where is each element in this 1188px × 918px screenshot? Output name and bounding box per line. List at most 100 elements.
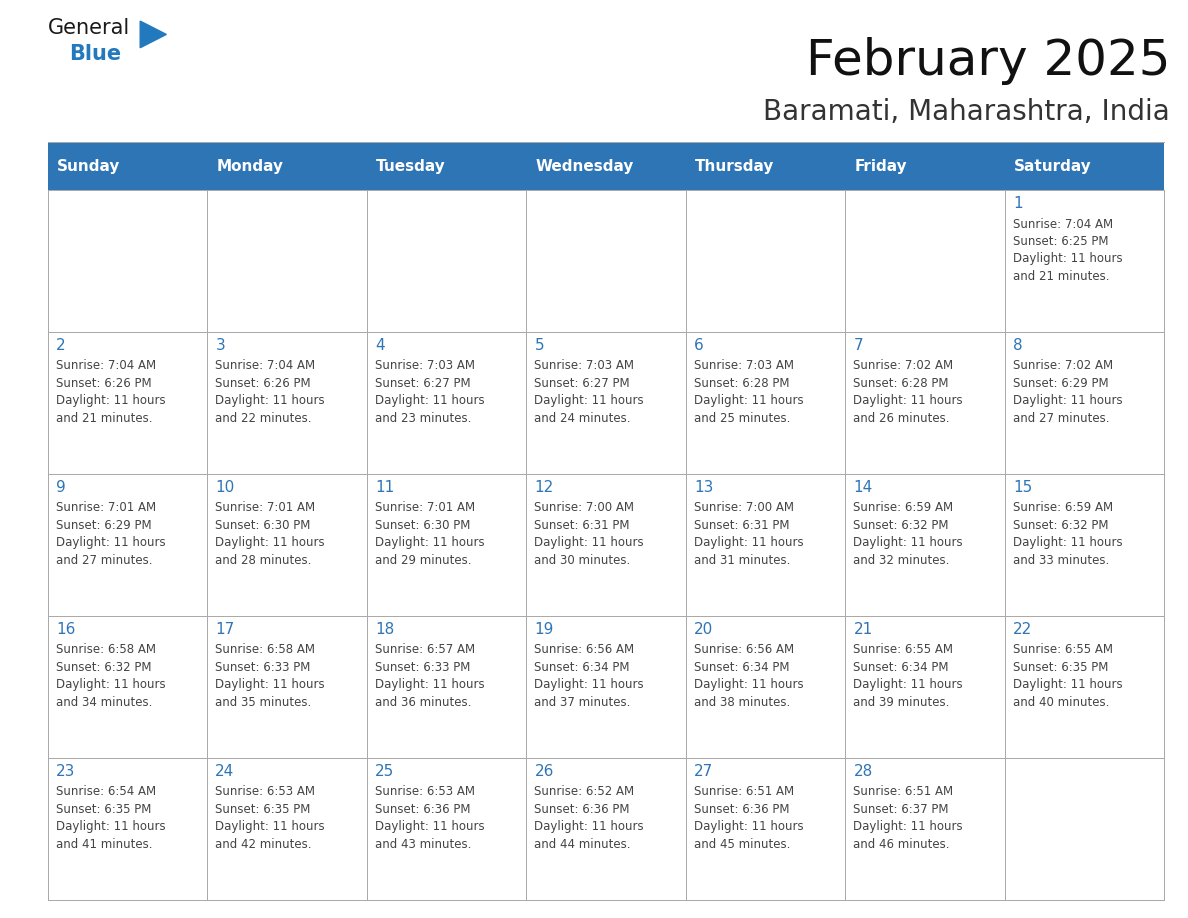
Text: and 34 minutes.: and 34 minutes. [56, 696, 152, 709]
Text: Sunset: 6:34 PM: Sunset: 6:34 PM [694, 661, 790, 674]
FancyBboxPatch shape [367, 332, 526, 474]
Text: Tuesday: Tuesday [377, 159, 446, 174]
Text: Daylight: 11 hours: Daylight: 11 hours [853, 678, 963, 691]
Text: Sunrise: 7:01 AM: Sunrise: 7:01 AM [215, 501, 316, 514]
Text: Daylight: 11 hours: Daylight: 11 hours [375, 395, 485, 408]
Text: Daylight: 11 hours: Daylight: 11 hours [375, 536, 485, 549]
Text: Sunset: 6:34 PM: Sunset: 6:34 PM [535, 661, 630, 674]
Text: 6: 6 [694, 339, 703, 353]
Text: Sunset: 6:36 PM: Sunset: 6:36 PM [375, 802, 470, 816]
Text: Sunrise: 7:03 AM: Sunrise: 7:03 AM [535, 360, 634, 373]
FancyBboxPatch shape [685, 474, 845, 616]
Text: Sunrise: 6:59 AM: Sunrise: 6:59 AM [1013, 501, 1113, 514]
Text: 22: 22 [1013, 622, 1032, 637]
Text: and 45 minutes.: and 45 minutes. [694, 837, 790, 851]
Text: Daylight: 11 hours: Daylight: 11 hours [215, 395, 326, 408]
Text: Daylight: 11 hours: Daylight: 11 hours [1013, 395, 1123, 408]
Text: Monday: Monday [216, 159, 284, 174]
Text: 25: 25 [375, 764, 394, 779]
Text: Daylight: 11 hours: Daylight: 11 hours [375, 678, 485, 691]
Text: 5: 5 [535, 339, 544, 353]
Text: Daylight: 11 hours: Daylight: 11 hours [853, 536, 963, 549]
Text: Daylight: 11 hours: Daylight: 11 hours [1013, 252, 1123, 265]
Text: Sunset: 6:27 PM: Sunset: 6:27 PM [375, 377, 470, 390]
Text: Daylight: 11 hours: Daylight: 11 hours [375, 820, 485, 834]
Text: Daylight: 11 hours: Daylight: 11 hours [694, 395, 803, 408]
Text: Sunset: 6:36 PM: Sunset: 6:36 PM [694, 802, 790, 816]
Text: Sunset: 6:28 PM: Sunset: 6:28 PM [853, 377, 949, 390]
Text: Daylight: 11 hours: Daylight: 11 hours [694, 820, 803, 834]
Text: 23: 23 [56, 764, 75, 779]
Text: Sunset: 6:34 PM: Sunset: 6:34 PM [853, 661, 949, 674]
Text: and 40 minutes.: and 40 minutes. [1013, 696, 1110, 709]
FancyBboxPatch shape [48, 474, 207, 616]
FancyBboxPatch shape [48, 757, 207, 900]
Text: Sunset: 6:32 PM: Sunset: 6:32 PM [853, 519, 949, 532]
Text: 20: 20 [694, 622, 713, 637]
Text: Sunrise: 7:03 AM: Sunrise: 7:03 AM [694, 360, 794, 373]
FancyBboxPatch shape [845, 332, 1005, 474]
Text: 13: 13 [694, 480, 713, 496]
Text: Sunset: 6:33 PM: Sunset: 6:33 PM [215, 661, 311, 674]
Text: Wednesday: Wednesday [536, 159, 634, 174]
Text: Daylight: 11 hours: Daylight: 11 hours [56, 536, 165, 549]
Text: 18: 18 [375, 622, 394, 637]
Text: February 2025: February 2025 [805, 37, 1170, 84]
Text: Daylight: 11 hours: Daylight: 11 hours [853, 395, 963, 408]
FancyBboxPatch shape [1005, 190, 1164, 332]
Text: 24: 24 [215, 764, 234, 779]
Text: Sunrise: 6:56 AM: Sunrise: 6:56 AM [535, 644, 634, 656]
Text: and 35 minutes.: and 35 minutes. [215, 696, 311, 709]
Text: Sunrise: 7:03 AM: Sunrise: 7:03 AM [375, 360, 475, 373]
Text: Sunset: 6:37 PM: Sunset: 6:37 PM [853, 802, 949, 816]
Text: Sunset: 6:25 PM: Sunset: 6:25 PM [1013, 235, 1108, 248]
Text: 27: 27 [694, 764, 713, 779]
Text: Daylight: 11 hours: Daylight: 11 hours [56, 678, 165, 691]
Text: Sunrise: 6:51 AM: Sunrise: 6:51 AM [853, 785, 954, 799]
Text: Sunset: 6:33 PM: Sunset: 6:33 PM [375, 661, 470, 674]
Text: and 26 minutes.: and 26 minutes. [853, 412, 950, 425]
Text: 12: 12 [535, 480, 554, 496]
Text: and 41 minutes.: and 41 minutes. [56, 837, 152, 851]
Text: Daylight: 11 hours: Daylight: 11 hours [535, 395, 644, 408]
Text: and 28 minutes.: and 28 minutes. [215, 554, 311, 566]
Text: Sunset: 6:30 PM: Sunset: 6:30 PM [375, 519, 470, 532]
Text: Sunrise: 6:54 AM: Sunrise: 6:54 AM [56, 785, 156, 799]
Text: Sunrise: 7:04 AM: Sunrise: 7:04 AM [215, 360, 316, 373]
Text: Daylight: 11 hours: Daylight: 11 hours [215, 536, 326, 549]
Text: 4: 4 [375, 339, 385, 353]
Text: and 38 minutes.: and 38 minutes. [694, 696, 790, 709]
Text: Sunset: 6:27 PM: Sunset: 6:27 PM [535, 377, 630, 390]
FancyBboxPatch shape [1005, 616, 1164, 757]
FancyBboxPatch shape [845, 616, 1005, 757]
FancyBboxPatch shape [526, 190, 685, 332]
FancyBboxPatch shape [207, 332, 367, 474]
Text: and 42 minutes.: and 42 minutes. [215, 837, 312, 851]
Text: Friday: Friday [854, 159, 908, 174]
FancyBboxPatch shape [367, 757, 526, 900]
Text: Sunrise: 6:58 AM: Sunrise: 6:58 AM [215, 644, 315, 656]
Text: Sunrise: 6:53 AM: Sunrise: 6:53 AM [215, 785, 315, 799]
Text: 3: 3 [215, 339, 225, 353]
Text: Sunrise: 6:52 AM: Sunrise: 6:52 AM [535, 785, 634, 799]
Text: Sunset: 6:35 PM: Sunset: 6:35 PM [215, 802, 311, 816]
FancyBboxPatch shape [845, 757, 1005, 900]
FancyBboxPatch shape [207, 616, 367, 757]
Text: 8: 8 [1013, 339, 1023, 353]
Text: Sunset: 6:26 PM: Sunset: 6:26 PM [56, 377, 151, 390]
Text: Daylight: 11 hours: Daylight: 11 hours [694, 678, 803, 691]
Text: 28: 28 [853, 764, 873, 779]
Text: Sunset: 6:29 PM: Sunset: 6:29 PM [1013, 377, 1108, 390]
Text: and 29 minutes.: and 29 minutes. [375, 554, 472, 566]
Text: Sunrise: 7:04 AM: Sunrise: 7:04 AM [56, 360, 156, 373]
Text: Daylight: 11 hours: Daylight: 11 hours [1013, 536, 1123, 549]
Text: Sunset: 6:30 PM: Sunset: 6:30 PM [215, 519, 311, 532]
Text: and 27 minutes.: and 27 minutes. [1013, 412, 1110, 425]
Text: and 22 minutes.: and 22 minutes. [215, 412, 312, 425]
FancyBboxPatch shape [685, 190, 845, 332]
Text: Sunset: 6:31 PM: Sunset: 6:31 PM [694, 519, 790, 532]
Text: Sunrise: 6:58 AM: Sunrise: 6:58 AM [56, 644, 156, 656]
Text: Sunset: 6:36 PM: Sunset: 6:36 PM [535, 802, 630, 816]
Text: Sunrise: 6:53 AM: Sunrise: 6:53 AM [375, 785, 475, 799]
Text: and 39 minutes.: and 39 minutes. [853, 696, 950, 709]
